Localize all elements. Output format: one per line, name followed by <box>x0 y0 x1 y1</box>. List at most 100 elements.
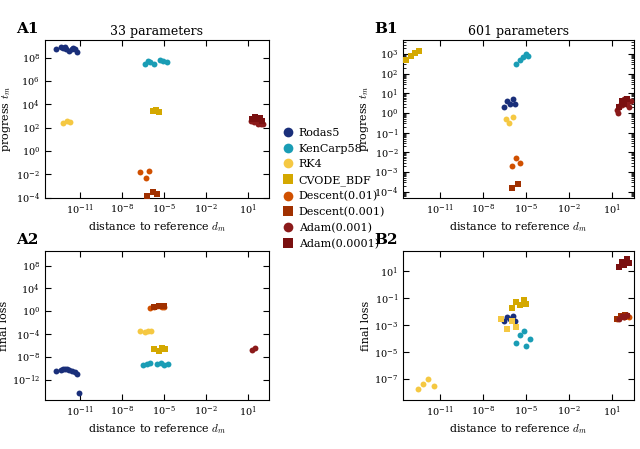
Point <box>149 304 159 311</box>
Point <box>68 44 78 51</box>
Point <box>143 57 153 65</box>
Point <box>511 299 521 306</box>
Point <box>518 53 528 61</box>
Point <box>135 328 145 335</box>
Point <box>62 365 72 373</box>
Point <box>163 360 173 367</box>
Point <box>159 361 169 368</box>
Title: 33 parameters: 33 parameters <box>110 25 204 38</box>
Point <box>506 317 516 325</box>
Point <box>145 167 155 174</box>
Point <box>156 360 166 367</box>
Point <box>614 264 624 271</box>
Point <box>620 100 630 107</box>
Point <box>506 185 516 192</box>
Point <box>250 345 260 352</box>
Point <box>246 117 256 124</box>
Point <box>616 100 626 107</box>
Point <box>157 303 167 310</box>
Point <box>247 347 257 354</box>
Point <box>518 296 529 303</box>
Point <box>624 104 634 111</box>
Point <box>155 57 165 64</box>
Point <box>616 312 626 319</box>
X-axis label: distance to reference $d_m$: distance to reference $d_m$ <box>88 422 226 436</box>
Point <box>620 311 630 318</box>
Point <box>56 366 66 374</box>
Legend: Rodas5, KenCarp58, RK4, CVODE_BDF, Descent(0.01), Descent(0.001), Adam(0.001), A: Rodas5, KenCarp58, RK4, CVODE_BDF, Desce… <box>278 124 390 253</box>
Y-axis label: progress $t_m$: progress $t_m$ <box>358 86 371 152</box>
Point <box>502 313 512 321</box>
Point <box>612 315 622 322</box>
Text: A2: A2 <box>16 233 38 247</box>
Point <box>511 154 521 162</box>
Point <box>255 117 265 124</box>
Point <box>72 48 82 56</box>
Point <box>247 116 257 123</box>
Point <box>515 57 525 64</box>
Point <box>145 359 156 366</box>
Point <box>617 97 627 105</box>
Point <box>161 59 172 66</box>
Point <box>135 168 145 176</box>
Title: 601 parameters: 601 parameters <box>468 25 569 38</box>
Point <box>145 305 156 312</box>
Point <box>252 117 262 124</box>
Point <box>521 300 531 307</box>
Point <box>69 46 79 53</box>
Point <box>152 303 162 310</box>
Point <box>248 119 259 126</box>
Point <box>154 109 164 116</box>
Point <box>60 366 70 373</box>
Point <box>524 53 534 60</box>
Point <box>418 381 428 388</box>
Point <box>157 345 167 352</box>
Point <box>258 120 268 128</box>
Point <box>159 303 169 310</box>
Point <box>149 346 159 353</box>
Point <box>60 43 70 50</box>
Point <box>506 163 516 170</box>
Point <box>620 311 630 318</box>
Point <box>160 346 170 353</box>
Point <box>147 189 157 196</box>
Point <box>624 260 634 267</box>
Point <box>505 315 515 322</box>
Point <box>72 370 82 378</box>
Point <box>508 114 518 121</box>
Point <box>429 383 439 390</box>
Point <box>150 106 161 113</box>
Point <box>67 45 77 52</box>
Point <box>618 313 628 321</box>
Point <box>508 312 518 319</box>
Point <box>406 53 416 60</box>
Point <box>51 46 61 53</box>
Point <box>617 312 627 319</box>
Point <box>61 45 71 52</box>
Point <box>257 117 268 124</box>
Point <box>511 339 521 346</box>
Point <box>412 385 422 392</box>
Point <box>147 108 157 115</box>
Point <box>621 312 632 319</box>
Point <box>255 120 266 128</box>
Point <box>612 315 622 322</box>
Point <box>620 97 630 105</box>
X-axis label: distance to reference $d_m$: distance to reference $d_m$ <box>449 422 588 436</box>
Point <box>617 101 627 109</box>
Point <box>63 367 74 374</box>
Point <box>618 96 628 103</box>
Point <box>51 368 61 375</box>
Point <box>155 303 165 310</box>
Point <box>141 174 151 181</box>
Point <box>624 313 634 321</box>
Point <box>58 365 68 372</box>
Point <box>621 312 632 319</box>
Point <box>521 342 531 349</box>
Point <box>255 114 265 121</box>
Point <box>157 57 168 65</box>
Point <box>63 47 74 54</box>
Point <box>154 302 164 309</box>
Point <box>620 97 630 105</box>
X-axis label: distance to reference $d_m$: distance to reference $d_m$ <box>88 220 226 233</box>
